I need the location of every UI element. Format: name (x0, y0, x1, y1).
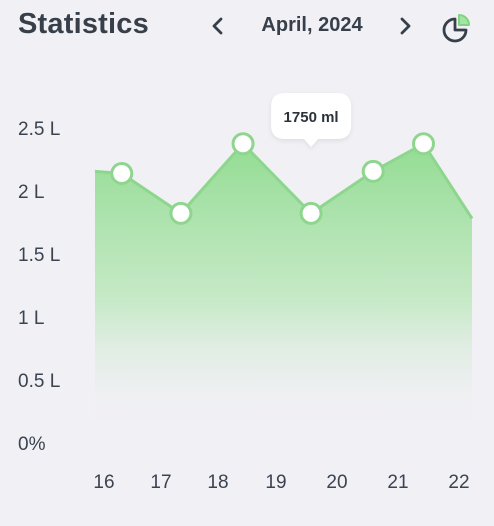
data-point[interactable] (412, 132, 435, 156)
y-tick-label: 1.5 L (18, 245, 60, 266)
data-point[interactable] (169, 201, 193, 225)
x-tick-label: 20 (326, 472, 347, 493)
data-point[interactable] (361, 159, 385, 183)
y-tick-label: 2.5 L (18, 119, 60, 140)
tooltip-label: 1750 ml (284, 109, 339, 126)
chart-points (110, 132, 435, 225)
x-tick-label: 18 (207, 472, 228, 493)
y-axis: 0% 0.5 L 1 L 1.5 L 2 L 2.5 L (18, 119, 60, 455)
data-point[interactable] (299, 201, 323, 225)
statistics-view-button[interactable] (438, 10, 474, 46)
chevron-left-icon (212, 17, 223, 35)
next-month-button[interactable] (390, 10, 420, 42)
data-point[interactable] (231, 132, 255, 156)
x-axis: 16 17 18 19 20 21 22 (93, 472, 469, 493)
tooltip-bubble (271, 93, 352, 147)
pie-chart-icon (442, 14, 470, 43)
y-tick-label: 2 L (18, 182, 44, 203)
x-tick-label: 19 (265, 472, 286, 493)
y-tick-label: 0.5 L (18, 371, 60, 392)
chevron-right-icon (400, 17, 411, 35)
header: Statistics April, 2024 (0, 0, 494, 60)
x-tick-label: 21 (387, 472, 408, 493)
x-tick-label: 16 (93, 472, 114, 493)
value-tooltip: 1750 ml (271, 93, 352, 147)
x-tick-label: 22 (448, 472, 469, 493)
page-title: Statistics (18, 8, 149, 40)
current-month: April, 2024 (261, 14, 363, 36)
previous-month-button[interactable] (203, 10, 233, 42)
y-tick-label: 1 L (18, 308, 44, 329)
y-tick-label: 0% (18, 434, 46, 455)
x-tick-label: 17 (150, 472, 171, 493)
data-point[interactable] (110, 161, 134, 185)
